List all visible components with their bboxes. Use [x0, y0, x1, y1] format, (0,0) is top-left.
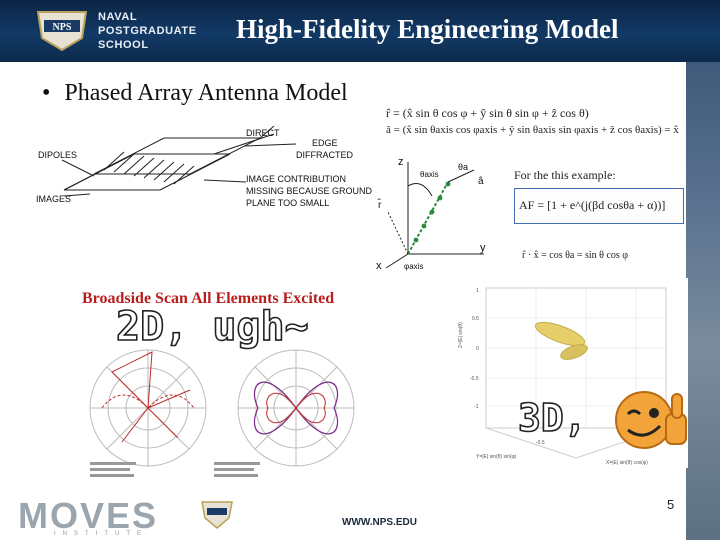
label-diffracted: DIFFRACTED — [296, 150, 353, 160]
left-pattern-trace — [111, 351, 191, 443]
annotation-3d: 3D, — [517, 395, 587, 441]
dipole-diagram-drawing — [61, 125, 297, 197]
slide-title: High-Fidelity Engineering Model — [236, 14, 619, 44]
theta-a-label: θa — [458, 162, 469, 172]
plot3d-y-tick-1: 1 — [476, 288, 479, 294]
equation-r-hat: r̂ = (x̂ sin θ cos φ + ŷ sin θ sin φ + ẑ… — [386, 106, 589, 120]
plot3d-z-label: Z=|E| sin(θ) — [458, 322, 464, 348]
af-equation-box: AF = [1 + e^(j(βd cosθa + α))] — [514, 188, 684, 224]
plot3d-x-tick: -0.5 — [536, 440, 545, 446]
plot3d-y-tick-5: -1 — [474, 404, 479, 410]
axis-z-label: z — [398, 156, 404, 168]
footer-nps-crest-icon — [201, 501, 233, 529]
footer-url[interactable]: WWW.NPS.EDU — [342, 517, 417, 528]
page-number: 5 — [667, 497, 675, 512]
lobe-back — [560, 344, 588, 360]
wink-thumbs-up-emoji — [615, 391, 687, 449]
dipole-diagram: DIRECT EDGE DIFFRACTED DIPOLES IMAGES IM… — [34, 124, 374, 220]
slide-header — [0, 0, 720, 62]
background-photo-strip — [686, 62, 720, 540]
lobe-main — [534, 321, 586, 347]
axis-x-label: x — [376, 260, 382, 272]
moves-logo: MOVES — [18, 495, 159, 536]
slide-footer — [0, 495, 686, 540]
school-name-line-2: POSTGRADUATE — [98, 25, 197, 37]
af-equation: AF = [1 + e^(j(βd cosθa + α))] — [519, 198, 666, 212]
label-image-note-1: IMAGE CONTRIBUTION — [246, 174, 347, 184]
phi-axis-label: φaxis — [404, 262, 424, 271]
r-hat-label: r̂ — [378, 200, 382, 211]
example-label: For the this example: — [514, 168, 616, 182]
theta-axis-label: θaxis — [420, 170, 439, 179]
geometry-panel: r̂ = (x̂ sin θ cos φ + ŷ sin θ sin φ + ẑ… — [376, 104, 686, 274]
axis-y-label: y — [480, 242, 486, 254]
label-dipoles: DIPOLES — [38, 150, 78, 160]
plot3d-y-label: Y=|E| sin(θ) sin(φ) — [476, 454, 517, 460]
school-name: NAVAL POSTGRADUATE SCHOOL — [98, 10, 197, 52]
plot3d-y-tick-3: 0 — [476, 346, 479, 352]
broadside-heading: Broadside Scan All Elements Excited — [82, 290, 335, 307]
label-image-note-3: PLANE TOO SMALL — [246, 198, 330, 208]
plot3d-y-tick-4: -0.5 — [470, 376, 479, 382]
polar-plots-2d — [82, 312, 372, 490]
label-image-note-2: MISSING BECAUSE GROUND — [246, 186, 373, 196]
a-hat-label: â — [478, 176, 484, 187]
equation-a-hat: â = (x̂ sin θaxis cos φaxis + ŷ sin θaxi… — [386, 124, 679, 136]
school-name-line-3: SCHOOL — [98, 39, 149, 51]
nps-crest-logo: NPS — [36, 11, 88, 52]
label-images: IMAGES — [36, 194, 72, 204]
moves-institute-text: INSTITUTE — [54, 531, 148, 537]
axis-diagram — [385, 162, 484, 269]
school-name-line-1: NAVAL — [98, 11, 138, 23]
plot3d-x-label: X=|E| sin(θ) cos(φ) — [606, 460, 648, 466]
polar-plots-drawing — [89, 349, 355, 477]
annotation-2d: 2D, ugh~ — [115, 303, 309, 351]
bullet-item: • Phased Array Antenna Model — [42, 80, 348, 107]
bullet-text: Phased Array Antenna Model — [64, 80, 348, 106]
label-direct: DIRECT — [246, 128, 280, 138]
nps-logo-text: NPS — [53, 22, 72, 33]
dot-product-equation: r̂ · x̂ = cos θa = sin θ cos φ — [522, 250, 629, 261]
bullet-dot: • — [42, 80, 51, 106]
plot3d-y-tick-2: 0.5 — [472, 316, 479, 322]
label-edge: EDGE — [312, 138, 338, 148]
